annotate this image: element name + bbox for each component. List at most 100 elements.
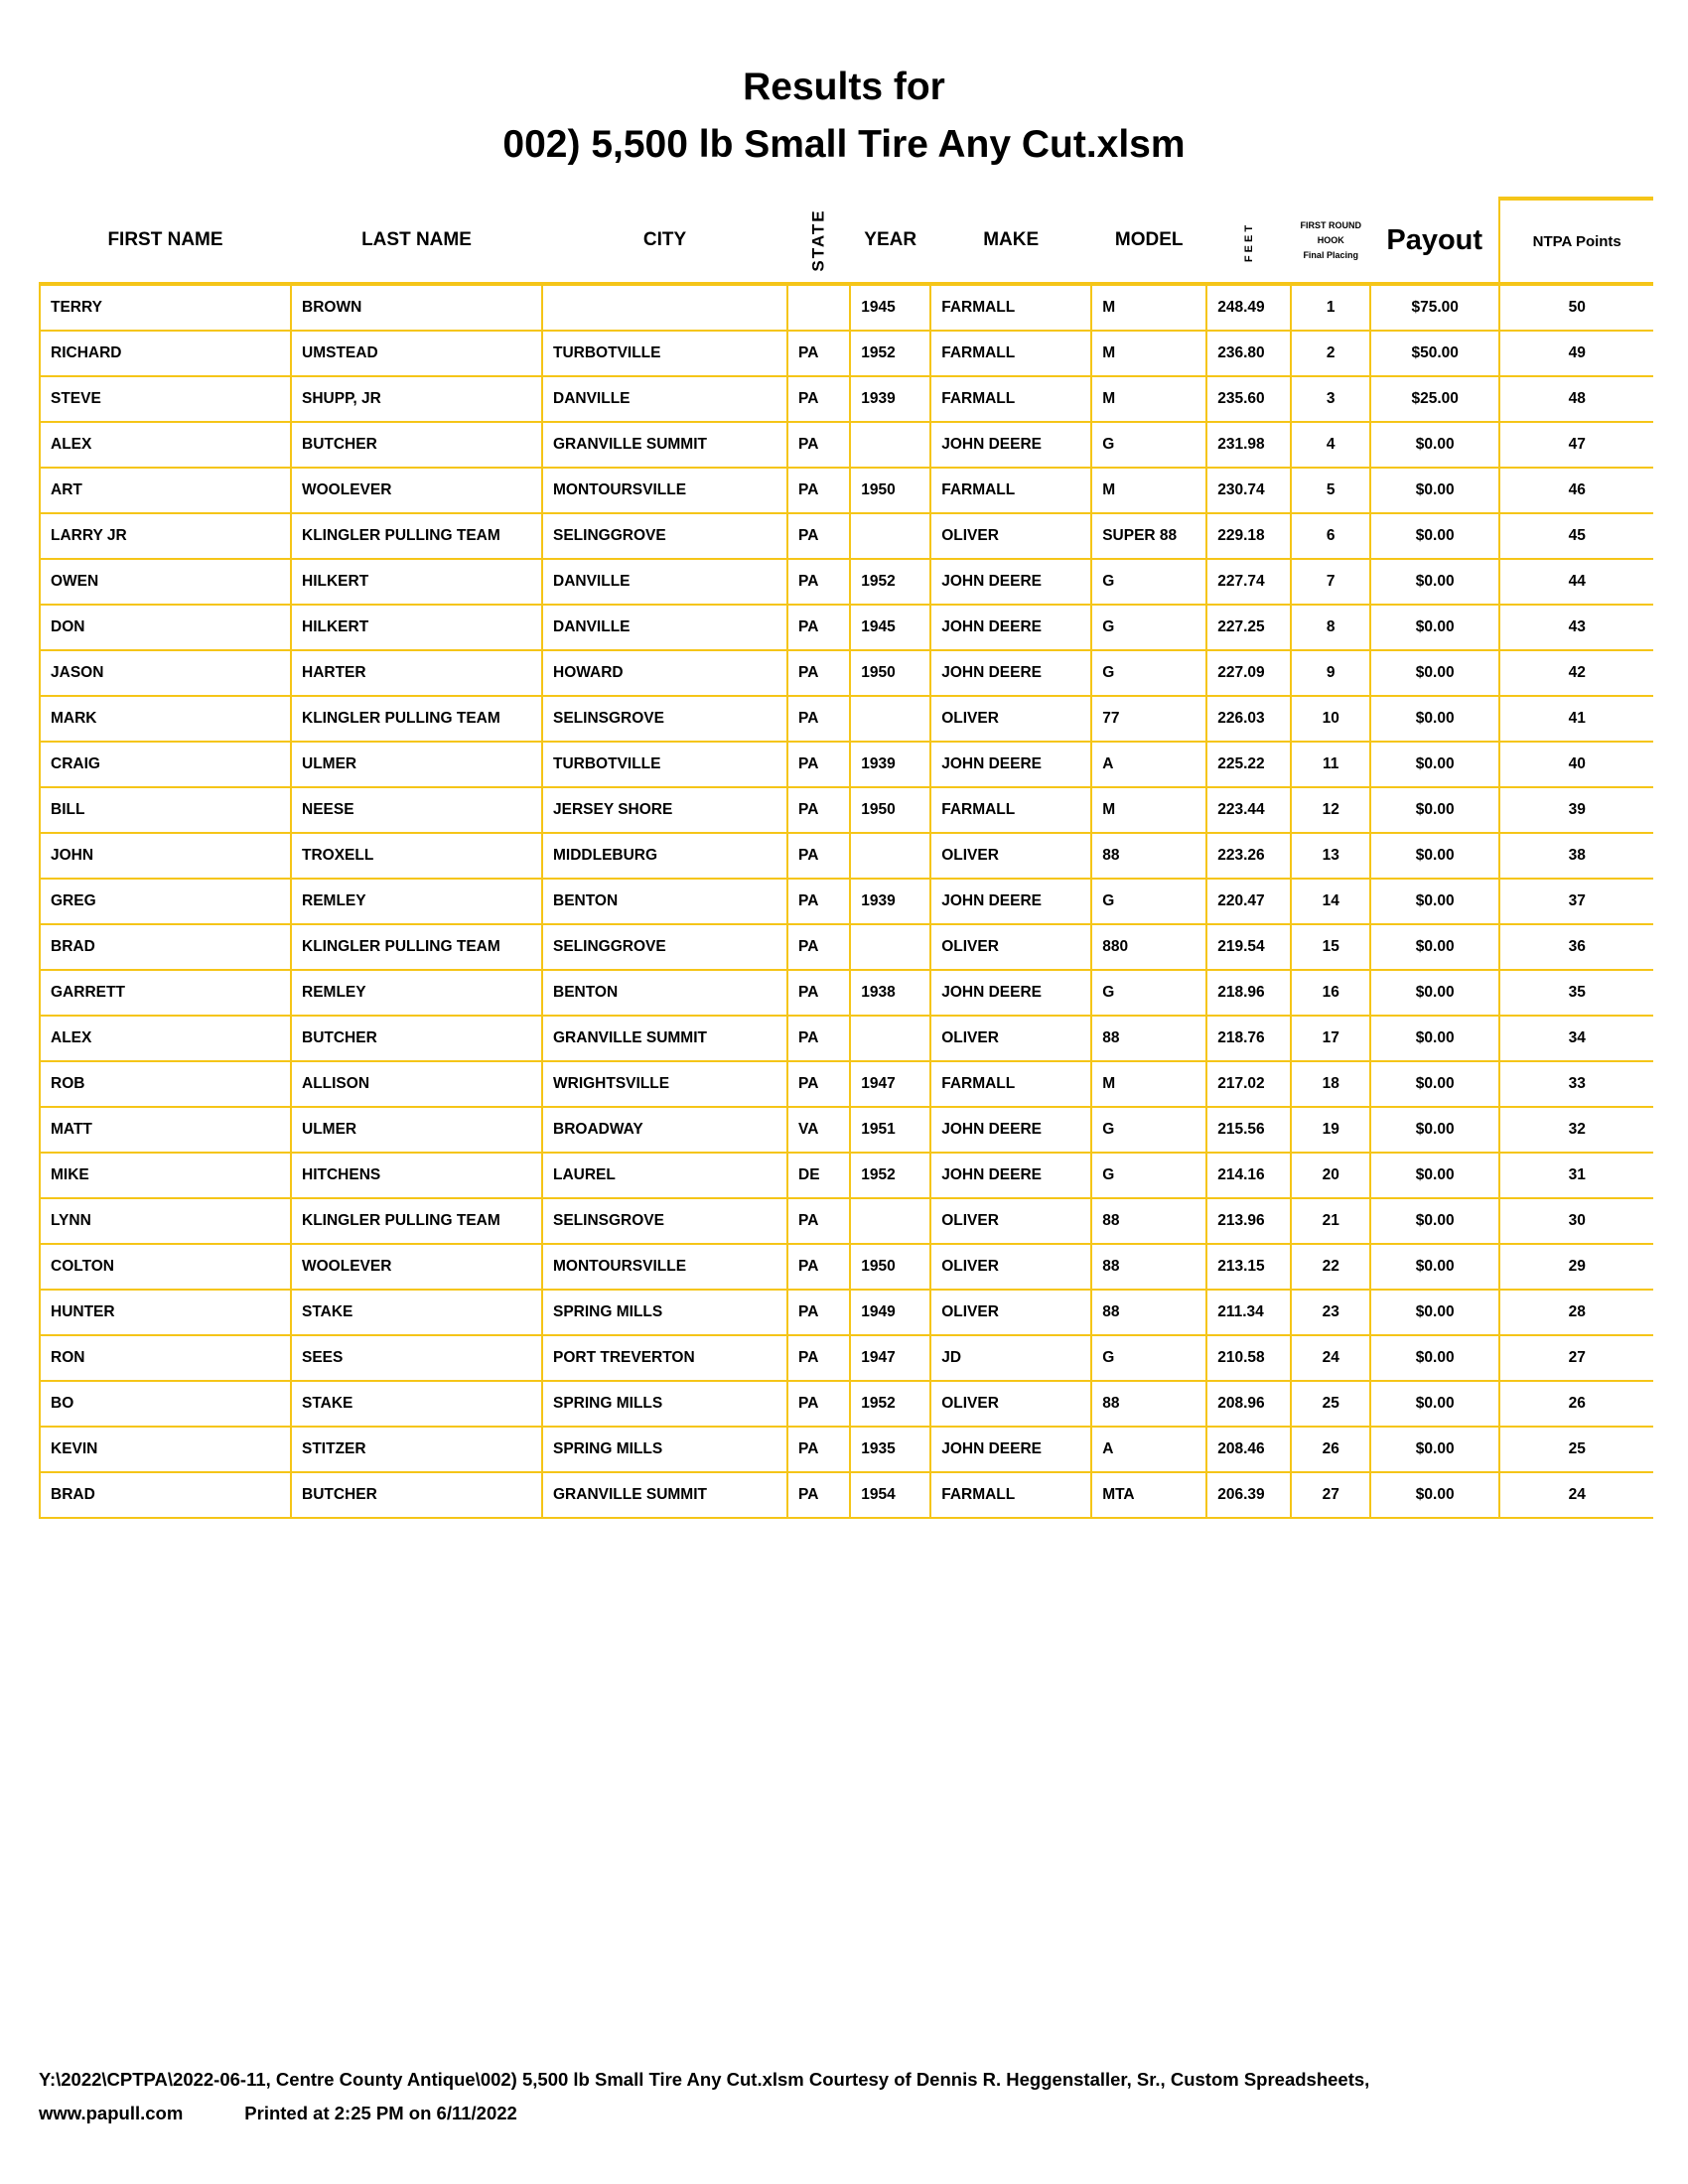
cell-payout: $0.00 <box>1369 1152 1501 1199</box>
table-row: ART WOOLEVER MONTOURSVILLE PA 1950 FARMALL M 23… <box>39 467 1654 514</box>
cell-state: PA <box>785 649 852 697</box>
cell-model: 88 <box>1090 1015 1208 1062</box>
header-first-name: FIRST NAME <box>40 199 291 286</box>
cell-placing: 8 <box>1290 604 1372 651</box>
cell-year <box>849 923 932 971</box>
cell-feet: 219.54 <box>1205 923 1293 971</box>
cell-state: PA <box>785 1197 852 1245</box>
cell-model: 88 <box>1090 1197 1208 1245</box>
cell-last-name: BUTCHER <box>290 1471 543 1519</box>
cell-first-name: DON <box>39 604 292 651</box>
cell-last-name: BUTCHER <box>290 1015 543 1062</box>
cell-placing: 14 <box>1290 878 1372 925</box>
cell-ntpa-points: 28 <box>1498 1289 1654 1336</box>
footer-printed: Printed at 2:25 PM on 6/11/2022 <box>244 2103 517 2123</box>
cell-state: PA <box>785 1060 852 1108</box>
cell-feet: 225.22 <box>1205 741 1293 788</box>
cell-state: PA <box>785 604 852 651</box>
cell-state: PA <box>785 512 852 560</box>
cell-year <box>849 421 932 469</box>
cell-model: G <box>1090 421 1208 469</box>
cell-state: PA <box>785 558 852 606</box>
cell-placing: 6 <box>1290 512 1372 560</box>
cell-year: 1952 <box>849 330 932 377</box>
cell-payout: $0.00 <box>1369 604 1501 651</box>
cell-placing: 10 <box>1290 695 1372 743</box>
cell-year: 1950 <box>849 1243 932 1291</box>
header-row: FIRST NAME LAST NAME CITY STATE YEAR MAK… <box>40 197 1654 286</box>
cell-payout: $0.00 <box>1369 1426 1501 1473</box>
cell-first-name: COLTON <box>39 1243 292 1291</box>
cell-payout: $0.00 <box>1369 1106 1501 1154</box>
cell-city: TURBOTVILLE <box>541 330 788 377</box>
cell-year: 1949 <box>849 1289 932 1336</box>
cell-city: BROADWAY <box>541 1106 788 1154</box>
cell-city: GRANVILLE SUMMIT <box>541 421 788 469</box>
header-hook: FIRST ROUND HOOK Final Placing <box>1291 199 1371 286</box>
cell-city: SPRING MILLS <box>541 1289 788 1336</box>
cell-last-name: ALLISON <box>290 1060 543 1108</box>
cell-payout: $0.00 <box>1369 786 1501 834</box>
cell-feet: 218.96 <box>1205 969 1293 1017</box>
cell-city: SELINGGROVE <box>541 512 788 560</box>
cell-placing: 22 <box>1290 1243 1372 1291</box>
table-row: GARRETT REMLEY BENTON PA 1938 JOHN DEERE G 218.… <box>39 969 1654 1017</box>
table-row: CRAIG ULMER TURBOTVILLE PA 1939 JOHN DEERE A 22… <box>39 741 1654 788</box>
cell-model: 77 <box>1090 695 1208 743</box>
cell-make: JOHN DEERE <box>929 558 1093 606</box>
cell-first-name: RON <box>39 1334 292 1382</box>
cell-first-name: JOHN <box>39 832 292 880</box>
cell-placing: 18 <box>1290 1060 1372 1108</box>
cell-make: FARMALL <box>929 330 1093 377</box>
cell-make: JOHN DEERE <box>929 1426 1093 1473</box>
cell-feet: 210.58 <box>1205 1334 1293 1382</box>
cell-payout: $50.00 <box>1369 330 1501 377</box>
footer-site: www.papull.com <box>39 2103 184 2123</box>
cell-placing: 17 <box>1290 1015 1372 1062</box>
cell-ntpa-points: 50 <box>1498 283 1654 332</box>
cell-first-name: TERRY <box>39 283 292 332</box>
table-row: LARRY JR KLINGLER PULLING TEAM SELINGGROVE… <box>39 512 1654 560</box>
cell-ntpa-points: 27 <box>1498 1334 1654 1382</box>
cell-first-name: LARRY JR <box>39 512 292 560</box>
cell-ntpa-points: 49 <box>1498 330 1654 377</box>
cell-ntpa-points: 33 <box>1498 1060 1654 1108</box>
cell-year: 1952 <box>849 1152 932 1199</box>
cell-first-name: BO <box>39 1380 292 1428</box>
cell-ntpa-points: 43 <box>1498 604 1654 651</box>
cell-make: OLIVER <box>929 1015 1093 1062</box>
cell-year: 1945 <box>849 604 932 651</box>
cell-feet: 211.34 <box>1205 1289 1293 1336</box>
cell-year: 1947 <box>849 1334 932 1382</box>
cell-first-name: MIKE <box>39 1152 292 1199</box>
cell-feet: 220.47 <box>1205 878 1293 925</box>
cell-ntpa-points: 31 <box>1498 1152 1654 1199</box>
footer-path: Y:\2022\CPTPA\2022-06-11, Centre County … <box>39 2069 1370 2090</box>
cell-ntpa-points: 44 <box>1498 558 1654 606</box>
cell-placing: 7 <box>1290 558 1372 606</box>
cell-city: SELINSGROVE <box>541 1197 788 1245</box>
cell-feet: 218.76 <box>1205 1015 1293 1062</box>
cell-year: 1939 <box>849 878 932 925</box>
cell-placing: 1 <box>1290 283 1372 332</box>
header-state: STATE <box>787 199 851 286</box>
cell-city: HOWARD <box>541 649 788 697</box>
cell-city: SELINSGROVE <box>541 695 788 743</box>
cell-ntpa-points: 46 <box>1498 467 1654 514</box>
table-row: JOHN TROXELL MIDDLEBURG PA OLIVER 88 223.26 13 $… <box>39 832 1654 880</box>
cell-first-name: GREG <box>39 878 292 925</box>
cell-model: MTA <box>1090 1471 1208 1519</box>
cell-first-name: OWEN <box>39 558 292 606</box>
cell-make: JOHN DEERE <box>929 1106 1093 1154</box>
table-row: ALEX BUTCHER GRANVILLE SUMMIT PA JOHN DEERE G… <box>39 421 1654 469</box>
cell-state: PA <box>785 832 852 880</box>
footer-info: www.papull.com Printed at 2:25 PM on 6/11… <box>39 2103 517 2124</box>
cell-ntpa-points: 47 <box>1498 421 1654 469</box>
cell-placing: 25 <box>1290 1380 1372 1428</box>
cell-payout: $0.00 <box>1369 1380 1501 1428</box>
cell-last-name: ULMER <box>290 741 543 788</box>
cell-make: FARMALL <box>929 467 1093 514</box>
cell-last-name: STAKE <box>290 1380 543 1428</box>
cell-last-name: REMLEY <box>290 878 543 925</box>
cell-state: PA <box>785 1334 852 1382</box>
